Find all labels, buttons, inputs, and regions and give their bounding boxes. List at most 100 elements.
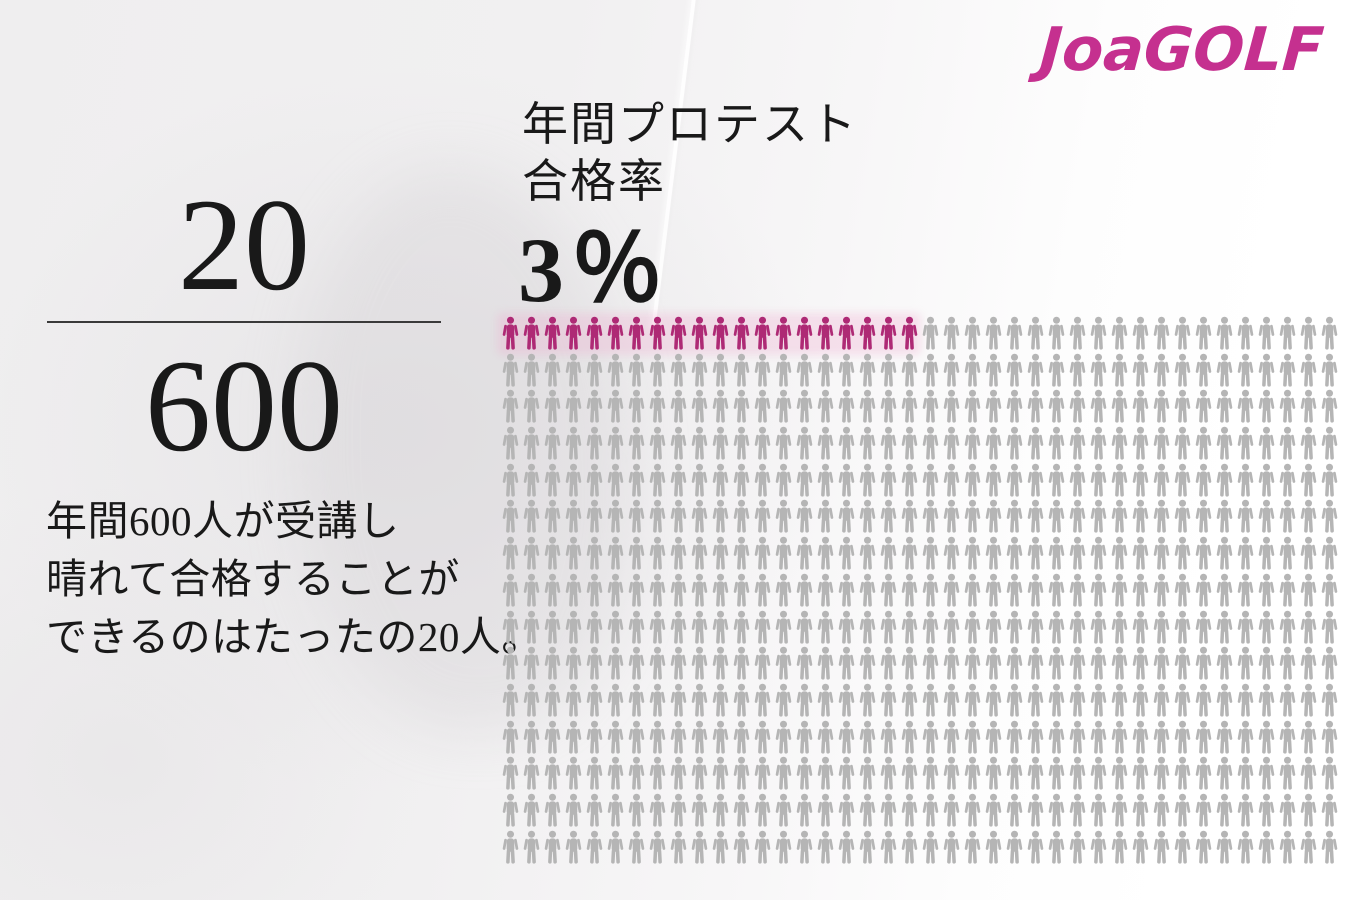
person-icon (564, 610, 583, 645)
person-icon (900, 756, 919, 791)
person-icon-pass (522, 316, 541, 351)
person-icon (1173, 573, 1192, 608)
person-icon (1068, 646, 1087, 681)
person-icon (1047, 720, 1066, 755)
person-icon (1278, 683, 1297, 718)
person-icon (585, 646, 604, 681)
person-icon (942, 610, 961, 645)
person-icon (1005, 499, 1024, 534)
person-icon (1278, 610, 1297, 645)
person-icon (837, 793, 856, 828)
person-icon (1047, 536, 1066, 571)
person-icon (1278, 499, 1297, 534)
person-icon (1047, 389, 1066, 424)
person-icon (837, 573, 856, 608)
person-icon (1047, 756, 1066, 791)
person-icon (1068, 793, 1087, 828)
person-icon (1152, 756, 1171, 791)
person-icon-pass (627, 316, 646, 351)
pictogram-grid (500, 316, 1340, 866)
person-icon (732, 683, 751, 718)
person-icon (879, 610, 898, 645)
person-icon (1236, 536, 1255, 571)
person-icon (606, 463, 625, 498)
person-icon (1278, 389, 1297, 424)
person-icon (543, 536, 562, 571)
person-icon (984, 463, 1003, 498)
person-icon (942, 536, 961, 571)
person-icon (1068, 683, 1087, 718)
person-icon (1278, 316, 1297, 351)
person-icon (774, 573, 793, 608)
person-icon (1173, 720, 1192, 755)
person-icon (1194, 499, 1213, 534)
person-icon (1215, 793, 1234, 828)
person-icon (1257, 573, 1276, 608)
description-line3: できるのはたったの20人。 (46, 614, 543, 661)
person-icon (774, 353, 793, 388)
person-icon (1152, 793, 1171, 828)
person-icon (627, 756, 646, 791)
person-icon (1005, 389, 1024, 424)
person-icon (1026, 646, 1045, 681)
person-icon (1236, 756, 1255, 791)
person-icon (774, 720, 793, 755)
person-icon (795, 830, 814, 865)
person-icon (1089, 316, 1108, 351)
person-icon (711, 610, 730, 645)
person-icon (543, 830, 562, 865)
person-icon (879, 426, 898, 461)
person-icon (900, 720, 919, 755)
person-icon (921, 426, 940, 461)
person-icon (1257, 463, 1276, 498)
person-icon (648, 720, 667, 755)
person-icon (1131, 499, 1150, 534)
person-icon (501, 756, 520, 791)
person-icon (900, 646, 919, 681)
person-icon (1173, 683, 1192, 718)
person-icon (1299, 316, 1318, 351)
person-icon (837, 389, 856, 424)
person-icon (1131, 536, 1150, 571)
person-icon (1320, 573, 1339, 608)
person-icon (1026, 683, 1045, 718)
person-icon (1047, 573, 1066, 608)
person-icon (627, 353, 646, 388)
person-icon (774, 463, 793, 498)
person-icon (1215, 573, 1234, 608)
person-icon (669, 683, 688, 718)
person-icon (585, 793, 604, 828)
person-icon (585, 830, 604, 865)
person-icon (564, 756, 583, 791)
person-icon (942, 573, 961, 608)
person-icon (837, 353, 856, 388)
fraction-denominator: 600 (145, 332, 343, 480)
person-icon (1257, 353, 1276, 388)
person-icon (795, 536, 814, 571)
person-icon (1320, 683, 1339, 718)
person-icon (1131, 389, 1150, 424)
person-icon (879, 463, 898, 498)
person-icon (732, 720, 751, 755)
person-icon (1299, 426, 1318, 461)
person-icon (1068, 536, 1087, 571)
person-icon (1131, 830, 1150, 865)
person-icon (1089, 536, 1108, 571)
person-icon (963, 463, 982, 498)
person-icon (753, 646, 772, 681)
person-icon (816, 646, 835, 681)
person-icon (858, 830, 877, 865)
person-icon (522, 756, 541, 791)
person-icon (1173, 646, 1192, 681)
person-icon (1068, 610, 1087, 645)
person-icon (501, 536, 520, 571)
person-icon (984, 389, 1003, 424)
person-icon (522, 683, 541, 718)
person-icon (585, 756, 604, 791)
person-icon (837, 610, 856, 645)
person-icon (1110, 830, 1129, 865)
person-icon (732, 463, 751, 498)
person-icon (963, 720, 982, 755)
person-icon (1299, 793, 1318, 828)
person-icon (690, 426, 709, 461)
